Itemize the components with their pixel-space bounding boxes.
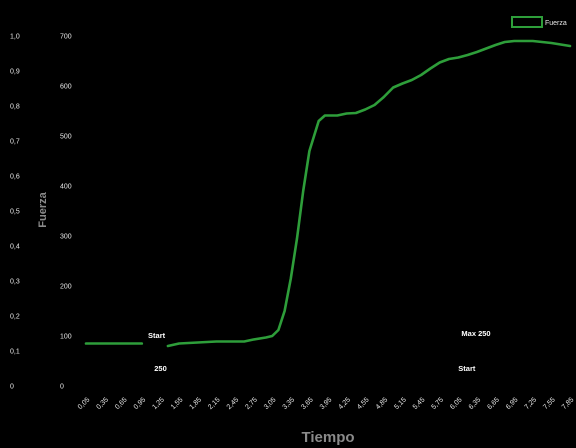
annotation-label: Max 250 — [461, 329, 490, 338]
annotation-label: 250 — [154, 364, 167, 373]
series-line-fuerza — [166, 39, 572, 348]
left-y-tick-label: 0,3 — [10, 279, 20, 286]
annotations: Start 250 Max 250 Start — [148, 329, 491, 373]
left-y-tick-label: 0,8 — [10, 104, 20, 111]
left-y-tick-label: 0 — [10, 384, 14, 391]
y-tick-label: 400 — [60, 184, 72, 191]
left-y-tick-label: 0,6 — [10, 174, 20, 181]
series-lines — [84, 39, 572, 348]
y-tick-label: 700 — [60, 34, 72, 41]
annotation-label: Start — [458, 364, 476, 373]
legend[interactable]: Fuerza — [511, 16, 567, 28]
left-y-tick-label: 0,4 — [10, 244, 20, 251]
y-tick-label: 200 — [60, 284, 72, 291]
annotation-label: Start — [148, 331, 166, 340]
left-y-tick-label: 0,7 — [10, 139, 20, 146]
left-y-tick-label: 0,2 — [10, 314, 20, 321]
y-tick-label: 0 — [60, 384, 64, 391]
legend-label: Fuerza — [545, 20, 567, 27]
left-y-axis: 0 0,1 0,2 0,3 0,4 0,5 0,6 0,7 0,8 0,9 1,0 — [10, 34, 20, 391]
y-tick-label: 500 — [60, 134, 72, 141]
x-axis-title: Tiempo — [301, 429, 354, 446]
y-tick-label: 100 — [60, 334, 72, 341]
left-y-tick-label: 0,9 — [10, 69, 20, 76]
y-tick-label: 600 — [60, 84, 72, 91]
right-y-axis: 0 100 200 300 400 500 600 700 — [60, 34, 72, 391]
y-tick-label: 300 — [60, 234, 72, 241]
left-y-tick-label: 0,1 — [10, 349, 20, 356]
y-axis-title: Fuerza — [37, 191, 49, 227]
left-y-tick-label: 1,0 — [10, 34, 20, 41]
left-y-tick-label: 0,5 — [10, 209, 20, 216]
legend-swatch — [511, 16, 543, 28]
